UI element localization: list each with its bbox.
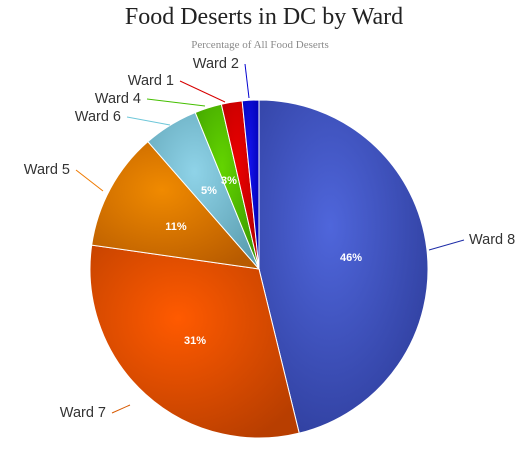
connector-ward-8 [428,239,465,251]
pie-connectors [75,63,465,414]
connector-ward-5 [75,169,104,192]
pie-slice-ward-8 [258,99,429,434]
pie-slice-ward-5 [91,140,261,270]
connector-ward-6 [126,116,171,126]
slice-label-ward-7: Ward 7 [60,405,106,421]
pie-labels: Ward 8 46% Ward 7 31% Ward 5 11% Ward 6 5% Ward … [24,56,515,421]
connector-ward-1 [179,80,226,103]
slice-label-ward-1: Ward 1 [128,73,174,89]
pie-slice-ward-2 [241,99,260,270]
chart-title: Food Deserts in DC by Ward [125,4,403,30]
pie-slices [89,99,429,439]
slice-label-ward-4: Ward 4 [95,91,141,107]
percentage-label-ward-8: 46% [340,252,362,264]
connector-ward-4 [146,98,206,107]
percentage-label-ward-5: 11% [165,221,187,233]
percentage-label-ward-6: 5% [201,185,217,197]
slice-label-ward-5: Ward 5 [24,162,70,178]
connector-ward-7 [111,404,131,414]
slice-label-ward-2: Ward 2 [193,56,239,72]
slice-label-ward-8: Ward 8 [469,232,515,248]
chart-subtitle: Percentage of All Food Deserts [191,39,328,51]
percentage-label-ward-4: 3% [221,175,237,187]
slice-label-ward-6: Ward 6 [75,109,121,125]
connector-ward-2 [244,63,250,99]
pie-slice-ward-7 [89,244,300,439]
percentage-label-ward-7: 31% [184,335,206,347]
